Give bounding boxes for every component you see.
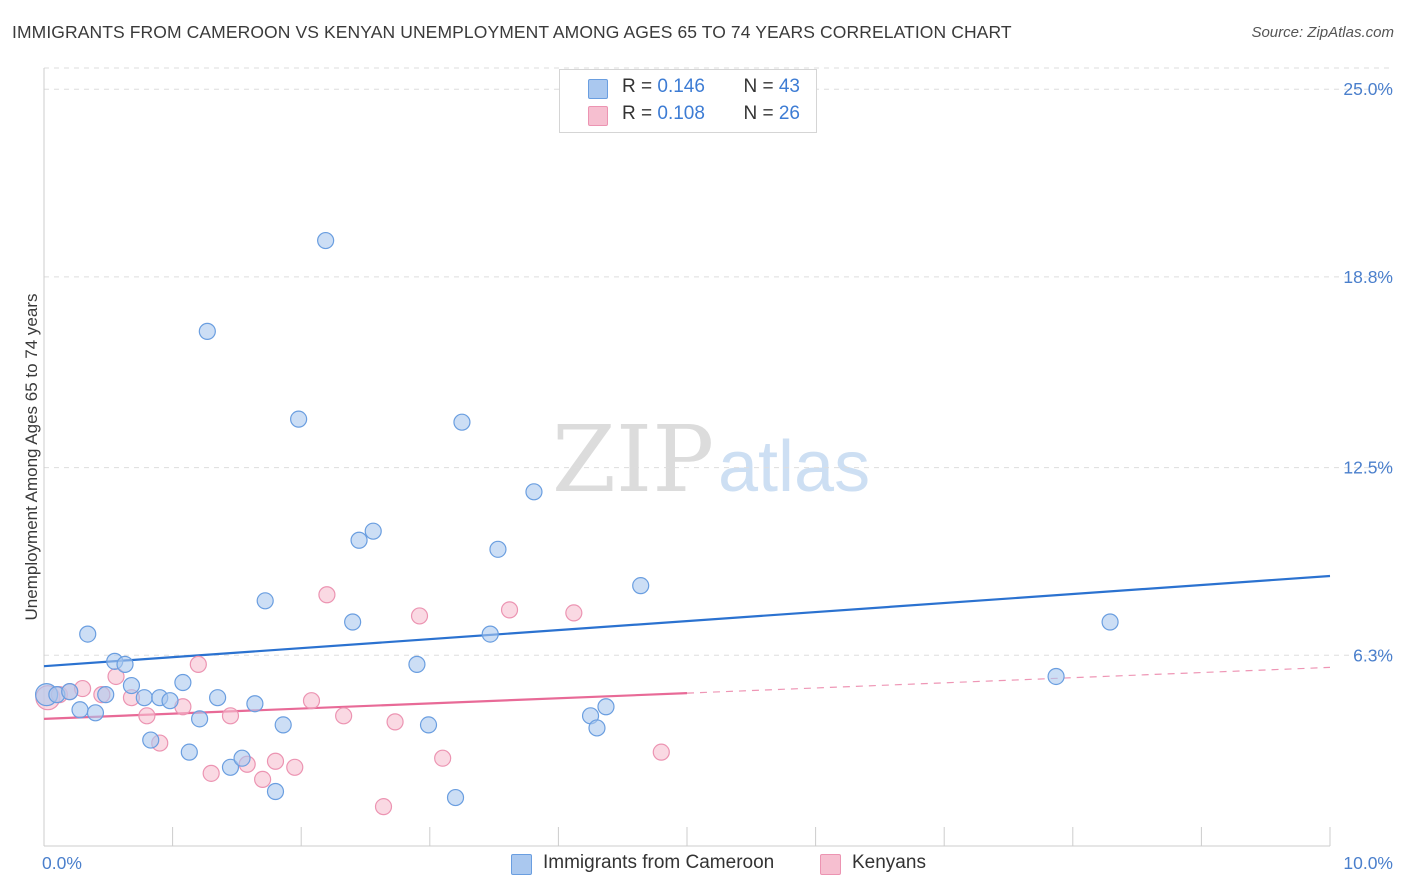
- legend-swatch-kenyans: [588, 106, 608, 126]
- point-cameroon: [350, 531, 368, 549]
- trend-line-kenyans-projected: [686, 666, 1331, 694]
- legend-n-label: N =: [743, 76, 779, 97]
- point-cameroon: [161, 692, 179, 710]
- trend-lines: [43, 574, 1331, 720]
- trend-line-cameroon: [43, 574, 1331, 668]
- x-tick-label: 10.0%: [1343, 853, 1393, 873]
- legend-swatch-kenyans: [820, 854, 841, 875]
- point-kenyans: [254, 770, 272, 789]
- stats-legend: R = 0.146 N = 43 R = 0.108 N = 26: [559, 69, 817, 133]
- point-cameroon: [86, 704, 105, 722]
- point-cameroon: [525, 483, 543, 501]
- point-cameroon: [209, 689, 227, 707]
- point-cameroon: [221, 758, 240, 776]
- legend-n-label: N =: [743, 103, 779, 124]
- point-kenyans: [386, 713, 404, 731]
- y-tick-label: 18.8%: [1343, 267, 1393, 287]
- point-kenyans: [434, 749, 452, 767]
- point-cameroon: [408, 655, 426, 673]
- legend-r-value: 0.146: [657, 76, 705, 97]
- legend-r-label: R =: [622, 103, 658, 124]
- point-kenyans: [410, 607, 429, 625]
- point-cameroon: [142, 731, 160, 749]
- point-cameroon: [317, 231, 335, 250]
- point-cameroon: [446, 788, 465, 807]
- point-cameroon: [256, 592, 274, 610]
- legend-r-value: 0.108: [657, 103, 705, 124]
- point-cameroon: [191, 710, 209, 728]
- point-cameroon: [453, 413, 471, 431]
- y-axis-label: Unemployment Among Ages 65 to 74 years: [22, 294, 41, 621]
- point-cameroon: [246, 695, 264, 713]
- y-tick-labels: 25.0% 18.8% 12.5% 6.3%: [1343, 79, 1393, 665]
- data-points: [34, 231, 1119, 816]
- point-cameroon: [116, 655, 134, 673]
- zipatlas-watermark: ZIP atlas: [552, 406, 870, 513]
- y-tick-label: 6.3%: [1353, 645, 1393, 665]
- point-kenyans: [302, 692, 321, 710]
- legend-n-value: 26: [778, 103, 800, 124]
- y-tick-label: 12.5%: [1343, 458, 1393, 478]
- x-ticks: [172, 827, 1331, 846]
- point-kenyans: [565, 604, 583, 622]
- point-cameroon: [97, 686, 115, 704]
- point-cameroon: [233, 749, 251, 767]
- point-cameroon: [632, 577, 650, 595]
- legend-r-label: R =: [622, 76, 658, 97]
- watermark-zip: ZIP: [552, 406, 714, 513]
- point-cameroon: [588, 719, 606, 737]
- gridlines: [44, 67, 1394, 656]
- legend-n-value: 43: [778, 76, 800, 97]
- watermark-atlas: atlas: [718, 427, 870, 507]
- point-cameroon: [174, 673, 192, 692]
- point-cameroon: [290, 410, 308, 428]
- y-tick-label: 25.0%: [1343, 79, 1393, 99]
- point-cameroon: [122, 676, 141, 695]
- point-cameroon: [79, 625, 97, 643]
- legend-label-cameroon: Immigrants from Cameroon: [543, 852, 775, 873]
- point-kenyans: [189, 655, 207, 673]
- point-cameroon: [481, 625, 499, 643]
- point-cameroon: [597, 698, 615, 716]
- point-kenyans: [138, 707, 156, 725]
- point-cameroon: [266, 782, 285, 801]
- point-cameroon: [364, 522, 382, 540]
- point-kenyans: [318, 586, 336, 604]
- point-cameroon: [489, 540, 507, 558]
- point-cameroon: [198, 322, 216, 340]
- point-kenyans: [286, 758, 304, 776]
- point-cameroon: [135, 689, 153, 707]
- point-cameroon: [1101, 613, 1119, 631]
- x-tick-label: 0.0%: [42, 853, 82, 873]
- x-tick-labels: 0.0% 10.0%: [42, 853, 1393, 873]
- point-cameroon: [274, 716, 292, 734]
- point-cameroon: [419, 716, 438, 734]
- legend-label-kenyans: Kenyans: [852, 852, 926, 873]
- point-cameroon: [71, 701, 89, 719]
- legend-swatch-cameroon: [588, 79, 608, 99]
- point-cameroon: [1047, 667, 1065, 686]
- point-kenyans: [266, 752, 285, 770]
- point-kenyans: [652, 743, 670, 761]
- point-kenyans: [335, 707, 353, 725]
- point-cameroon: [344, 613, 362, 631]
- point-kenyans: [500, 601, 519, 619]
- chart-title: IMMIGRANTS FROM CAMEROON VS KENYAN UNEMP…: [12, 22, 1012, 42]
- source-credit: Source: ZipAtlas.com: [1251, 24, 1394, 41]
- point-cameroon: [180, 743, 198, 761]
- point-kenyans: [202, 764, 220, 782]
- point-kenyans: [374, 798, 393, 816]
- point-cameroon: [61, 683, 79, 701]
- legend-swatch-cameroon: [511, 854, 532, 875]
- point-kenyans: [221, 707, 240, 725]
